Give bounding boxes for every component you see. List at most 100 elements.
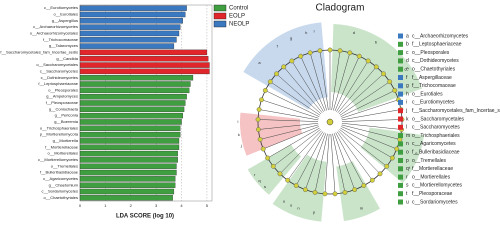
clade-legend-swatch [398,33,403,39]
branch [341,119,402,122]
branch [339,81,390,116]
branch [265,90,320,117]
clade-legend-label: f__Leptosphaeriaceae [412,42,462,48]
leaf-node [260,146,266,152]
branch [295,132,325,186]
cladogram-title: Cladogram [316,3,365,14]
branch [341,123,402,130]
bar [79,18,183,24]
legend-swatch [213,20,227,28]
clade-letter: r [254,172,256,177]
clade-letter: q [258,178,260,183]
branch [341,124,400,140]
category-label: f__Mortierellaceae [45,144,79,149]
leaf-node [257,137,263,142]
category-label: c__Saccharomycetes [40,68,78,73]
clade-shade [240,112,303,156]
x-tick-label: 3 [155,203,158,208]
leaf-node [312,190,318,195]
bar [79,24,181,30]
bar [79,106,185,113]
category-label: g__Chaetomium [49,182,79,187]
category-label: g__Aspergillus [52,18,78,23]
bar [79,43,175,49]
clade-shade [360,127,425,184]
bar [79,119,182,125]
bar [79,138,180,144]
bar [79,100,186,106]
leaf-node [322,191,328,197]
bar [79,93,187,100]
category-label: p__Mortierellomycota [40,132,79,137]
branch [341,99,399,119]
category-label: o__Trichosphaeriales [40,125,78,130]
leaf-node [387,79,393,85]
clade-letter: s [264,184,266,189]
x-tick-label: 1 [104,203,107,208]
category-label: c__Mortierellomycetes [38,157,78,162]
bar [79,182,176,188]
leaf-node [255,117,261,122]
clade-legend-letter: r [406,174,408,180]
leaf-node [265,155,271,161]
branch [270,81,321,116]
leaf-node [262,88,268,93]
branch [331,50,341,111]
clade-legend-label: o__Pleosporales [412,50,450,56]
clade-legend-letter: d [406,58,409,64]
leaf-node [394,146,400,152]
clade-legend-letter: s [406,183,409,189]
leaf-node [327,47,333,53]
clade-letter: o [290,202,293,207]
clade-letter: b [375,39,378,44]
clade-legend-label: c__Mortierellomycetes [412,183,463,189]
legend-swatch [213,12,227,20]
category-label: f__Trichocomaceae [43,37,79,42]
clade-legend-label: f__Bulleribasidiaceae [412,150,460,156]
leaf-node [298,53,304,59]
branch [283,66,323,113]
clade-legend-label: o__Tremellales [412,158,446,164]
clade-legend-swatch [398,174,403,180]
clade-legend-letter: m [406,133,410,139]
clade-legend-label: o__Saccharomycetales [412,116,464,122]
clade-legend-swatch [398,191,403,197]
branch [324,133,330,194]
legend-label: EOLP [229,14,245,20]
branch [333,133,355,190]
clade-legend-swatch [398,58,403,64]
clade-legend-label: c__Sordariomycetes [412,199,458,205]
clade-legend-label: c__Archaeorhizomycetes [412,33,469,39]
category-label: o__Mortierellales [48,151,78,156]
clade-legend-swatch [398,108,403,114]
clade-letter: i [314,28,315,33]
branch [267,127,320,159]
clade-legend-swatch [398,158,403,163]
branch [337,66,377,113]
branch [330,133,336,194]
clade-legend-swatch [398,99,403,105]
clade-legend-label: c__Dothideomycetes [412,58,459,64]
clade-legend-swatch [398,182,403,188]
legend-label: Control [229,6,248,12]
category-label: c__Eurotiomycetes [44,5,78,10]
clade-legend-label: c__Eurotiomycetes [412,100,455,106]
bar [79,144,180,150]
clade-legend-swatch [398,75,403,80]
clade-letter: p [313,210,316,215]
clade-letter: l [238,119,239,124]
clade-legend-swatch [398,66,403,72]
branch [276,73,322,115]
clade-legend-label: o__Trichosphaeriales [412,133,460,139]
bar [79,87,190,94]
leaf-node [384,163,390,169]
clade-legend-swatch [398,199,403,205]
branch [335,132,365,186]
branch [336,60,369,112]
clade-letter: j [240,143,242,148]
clade-letter: c [404,66,406,71]
leaf-node [277,171,283,177]
clade-legend-swatch [398,83,403,89]
branch [300,56,326,112]
leaf-node [274,71,279,77]
